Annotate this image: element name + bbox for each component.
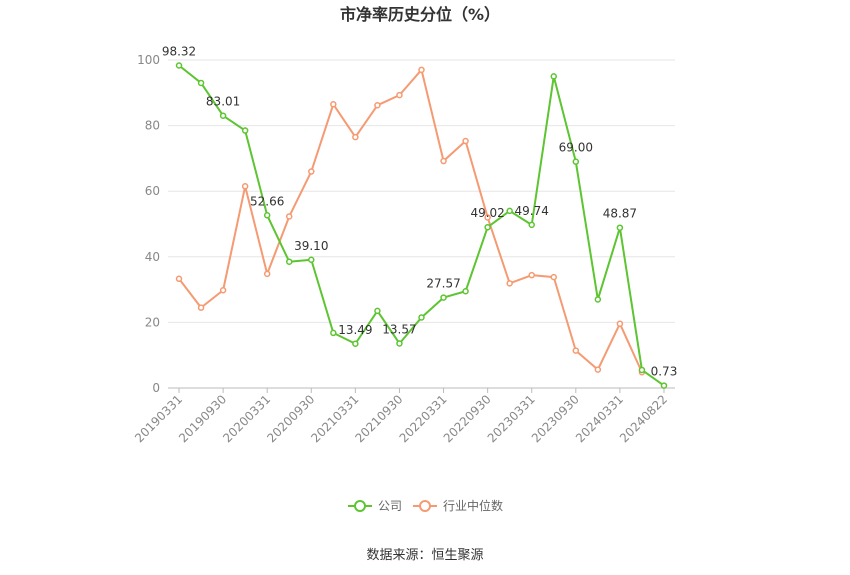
data-label: 83.01: [206, 95, 240, 109]
data-label: 52.66: [250, 194, 284, 208]
data-point: [308, 168, 315, 175]
data-point: [440, 157, 447, 165]
data-point: [550, 273, 558, 281]
data-point: [528, 271, 535, 279]
chart-title: 市净率历史分位（%）: [340, 5, 500, 24]
data-point: [660, 382, 668, 389]
data-point: [175, 62, 183, 69]
data-label: 48.87: [603, 207, 637, 221]
data-point: [484, 223, 491, 231]
data-label: 69.00: [559, 141, 593, 155]
data-point: [241, 127, 249, 134]
data-point: [285, 258, 293, 265]
data-label: 27.57: [426, 277, 460, 291]
data-label: 49.74: [515, 204, 549, 218]
data-point: [506, 207, 513, 215]
data-point: [462, 287, 469, 295]
data-point: [594, 296, 602, 303]
data-labels: 98.32 83.01 52.66 39.10 13.49 13.57 27.57 49.02…: [162, 45, 677, 379]
data-point: [550, 73, 558, 80]
data-point: [528, 221, 535, 229]
legend-label[interactable]: 行业中位数: [443, 498, 503, 513]
axes: 0204060801002019033120190930202003312020…: [132, 53, 675, 445]
data-point: [462, 137, 469, 145]
data-label: 13.49: [338, 323, 372, 337]
data-point: [308, 256, 315, 264]
data-point: [263, 270, 271, 278]
data-point: [241, 183, 249, 190]
data-point: [638, 366, 646, 374]
legend-label[interactable]: 公司: [378, 499, 402, 513]
source-note: 数据来源：恒生聚源: [366, 548, 483, 563]
x-tick-label: 20240822: [617, 392, 670, 445]
series-layer: [175, 62, 668, 389]
data-point: [396, 340, 403, 347]
data-point: [440, 294, 447, 301]
legend-swatch-marker: [354, 500, 366, 512]
data-point: [572, 347, 580, 354]
data-point: [219, 287, 227, 294]
data-point: [352, 133, 359, 141]
data-point: [616, 320, 624, 327]
y-tick-label: 100: [137, 53, 160, 67]
y-tick-label: 80: [145, 119, 160, 133]
data-point: [396, 91, 403, 99]
data-point: [418, 66, 425, 74]
data-label: 13.57: [382, 322, 416, 336]
data-point: [484, 214, 491, 221]
data-point: [418, 314, 425, 321]
y-tick-label: 0: [152, 381, 160, 395]
data-label: 0.73: [651, 365, 678, 379]
data-point: [352, 340, 359, 348]
data-label: 49.02: [470, 206, 504, 220]
data-point: [330, 329, 337, 337]
y-tick-label: 40: [145, 250, 160, 264]
data-point: [572, 158, 580, 165]
data-point: [374, 307, 381, 315]
data-point: [594, 366, 602, 373]
data-point: [330, 101, 337, 108]
data-point: [263, 212, 271, 219]
y-tick-label: 20: [145, 315, 160, 329]
data-point: [374, 102, 381, 109]
data-point: [175, 275, 183, 283]
data-point: [219, 112, 227, 119]
data-point: [197, 79, 205, 87]
y-tick-label: 60: [145, 184, 160, 198]
legend[interactable]: 公司 行业中位数: [348, 498, 503, 513]
data-point: [197, 304, 205, 311]
data-point: [285, 213, 293, 220]
series-line-0: [178, 64, 665, 387]
data-point: [506, 280, 513, 287]
data-label: 39.10: [294, 239, 328, 253]
legend-swatch-marker: [419, 500, 431, 512]
data-label: 98.32: [162, 45, 196, 59]
series-line-1: [178, 68, 643, 373]
data-point: [616, 224, 624, 231]
